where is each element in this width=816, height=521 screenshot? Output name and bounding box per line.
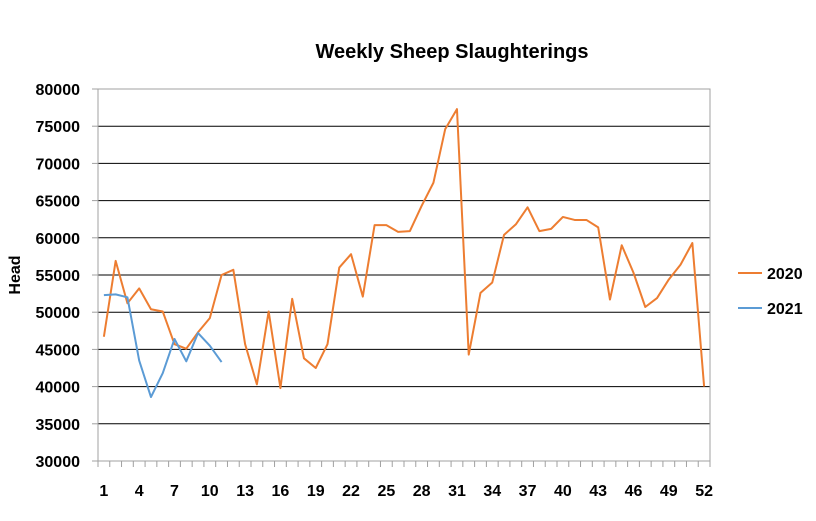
- y-tick-label: 45000: [36, 342, 81, 359]
- x-tick-labels: 1 4 7 10 13 16 19 22 25 28 31 34 37 40 43 46 49 52: [99, 483, 713, 500]
- series-line-2021: [103, 293, 223, 399]
- x-tick-label: 43: [589, 483, 607, 500]
- x-tick-label: 1: [99, 483, 108, 500]
- gridlines: [98, 88, 710, 425]
- y-tick-label: 40000: [36, 380, 81, 397]
- x-tick-label: 49: [660, 483, 678, 500]
- y-tick-label: 65000: [36, 194, 81, 211]
- x-tick-label: 46: [625, 483, 643, 500]
- y-tick-label: 75000: [36, 119, 81, 136]
- x-tick-label: 13: [236, 483, 254, 500]
- legend: 2020 2021: [738, 266, 803, 318]
- x-tick-label: 10: [201, 483, 219, 500]
- x-tick-label: 52: [695, 483, 713, 500]
- x-tick-label: 16: [272, 483, 290, 500]
- x-tick-label: 4: [135, 483, 144, 500]
- x-tick-label: 25: [377, 483, 395, 500]
- x-tick-label: 19: [307, 483, 325, 500]
- x-tick-label: 31: [448, 483, 466, 500]
- y-tick-label: 35000: [36, 417, 81, 434]
- y-tick-label: 50000: [36, 305, 81, 322]
- x-tick-label: 28: [413, 483, 431, 500]
- x-tick-label: 22: [342, 483, 360, 500]
- x-tick-label: 7: [170, 483, 179, 500]
- y-axis-label: Head: [7, 255, 24, 294]
- x-tick-label: 34: [483, 483, 501, 500]
- x-tick-label: 40: [554, 483, 572, 500]
- y-tick-label: 60000: [36, 231, 81, 248]
- y-tick-label: 80000: [36, 82, 81, 99]
- legend-label-2021: 2021: [767, 301, 803, 318]
- series-line-2020: [102, 108, 706, 390]
- series-lines: [102, 108, 706, 399]
- legend-label-2020: 2020: [767, 266, 803, 283]
- y-tick-labels: 30000 35000 40000 45000 50000 55000 60000 65000…: [36, 82, 81, 471]
- y-tick-label: 30000: [36, 454, 81, 471]
- y-tick-label: 55000: [36, 268, 81, 285]
- chart-title: Weekly Sheep Slaughterings: [315, 41, 588, 63]
- axes: [92, 88, 711, 467]
- x-tick-label: 37: [519, 483, 537, 500]
- y-tick-label: 70000: [36, 156, 81, 173]
